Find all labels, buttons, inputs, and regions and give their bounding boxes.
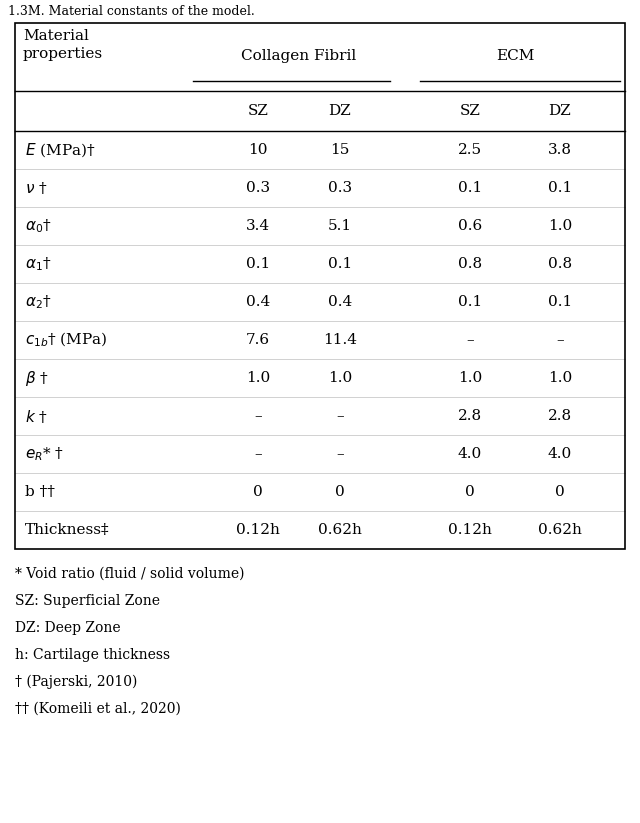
Text: –: – (254, 447, 262, 461)
Text: 0.1: 0.1 (548, 181, 572, 195)
Text: †† (Komeili et al., 2020): †† (Komeili et al., 2020) (15, 702, 181, 716)
Text: DZ: DZ (328, 104, 351, 118)
Text: 1.3M. Material constants of the model.: 1.3M. Material constants of the model. (8, 5, 255, 18)
Text: –: – (336, 447, 344, 461)
Text: 1.0: 1.0 (548, 371, 572, 385)
Text: 7.6: 7.6 (246, 333, 270, 347)
Text: 0.3: 0.3 (328, 181, 352, 195)
Text: 1.0: 1.0 (246, 371, 270, 385)
Text: Collagen Fibril: Collagen Fibril (241, 49, 356, 63)
Text: DZ: DZ (548, 104, 572, 118)
Text: 0.1: 0.1 (458, 181, 482, 195)
Text: b ††: b †† (25, 485, 55, 499)
Text: * Void ratio (fluid / solid volume): * Void ratio (fluid / solid volume) (15, 567, 244, 581)
Text: 0: 0 (253, 485, 263, 499)
Text: $k$ †: $k$ † (25, 407, 48, 425)
Text: 0.3: 0.3 (246, 181, 270, 195)
Text: h: Cartilage thickness: h: Cartilage thickness (15, 648, 170, 662)
Text: † (Pajerski, 2010): † (Pajerski, 2010) (15, 675, 138, 690)
Text: 0: 0 (555, 485, 565, 499)
Text: 10: 10 (248, 143, 268, 157)
Text: 1.0: 1.0 (458, 371, 482, 385)
Text: 0.8: 0.8 (458, 257, 482, 271)
Text: 4.0: 4.0 (548, 447, 572, 461)
Text: $\alpha_1$†: $\alpha_1$† (25, 255, 52, 273)
Text: $E$ (MPa)†: $E$ (MPa)† (25, 142, 95, 159)
Text: 0.6: 0.6 (458, 219, 482, 233)
Text: $c_{1b}$† (MPa): $c_{1b}$† (MPa) (25, 331, 108, 349)
Text: 0: 0 (335, 485, 345, 499)
Text: 4.0: 4.0 (458, 447, 482, 461)
Text: 0.1: 0.1 (458, 295, 482, 309)
Text: 0.1: 0.1 (328, 257, 352, 271)
Text: –: – (466, 333, 474, 347)
Text: 0.62h: 0.62h (318, 523, 362, 537)
Text: 0.62h: 0.62h (538, 523, 582, 537)
Text: 0.12h: 0.12h (236, 523, 280, 537)
Text: $\beta$ †: $\beta$ † (25, 369, 49, 388)
Text: $\alpha_0$†: $\alpha_0$† (25, 217, 52, 235)
Text: SZ: SZ (460, 104, 481, 118)
Text: 1.0: 1.0 (548, 219, 572, 233)
Text: $\alpha_2$†: $\alpha_2$† (25, 293, 52, 311)
Text: 5.1: 5.1 (328, 219, 352, 233)
Text: 0.8: 0.8 (548, 257, 572, 271)
Text: 0: 0 (465, 485, 475, 499)
Text: 0.1: 0.1 (548, 295, 572, 309)
Text: 2.5: 2.5 (458, 143, 482, 157)
Text: 0.12h: 0.12h (448, 523, 492, 537)
Text: ECM: ECM (496, 49, 534, 63)
Text: $\nu$ †: $\nu$ † (25, 180, 47, 196)
Text: 11.4: 11.4 (323, 333, 357, 347)
Text: –: – (254, 409, 262, 423)
Text: 3.8: 3.8 (548, 143, 572, 157)
Text: 0.4: 0.4 (246, 295, 270, 309)
Text: Thickness‡: Thickness‡ (25, 523, 109, 537)
Text: 15: 15 (330, 143, 349, 157)
Bar (15, 23, 625, 549)
Text: 1.0: 1.0 (328, 371, 352, 385)
Text: SZ: SZ (248, 104, 268, 118)
Text: 3.4: 3.4 (246, 219, 270, 233)
Text: Material
properties: Material properties (23, 29, 103, 61)
Text: 2.8: 2.8 (458, 409, 482, 423)
Text: –: – (556, 333, 564, 347)
Text: DZ: Deep Zone: DZ: Deep Zone (15, 621, 120, 635)
Text: –: – (336, 409, 344, 423)
Text: 0.1: 0.1 (246, 257, 270, 271)
Text: 0.4: 0.4 (328, 295, 352, 309)
Text: SZ: Superficial Zone: SZ: Superficial Zone (15, 594, 160, 608)
Text: 2.8: 2.8 (548, 409, 572, 423)
Text: $e_R$* †: $e_R$* † (25, 445, 64, 463)
